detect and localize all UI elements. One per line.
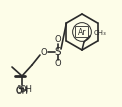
- Text: O: O: [55, 36, 61, 45]
- Text: O: O: [41, 48, 47, 56]
- Text: OH: OH: [19, 85, 32, 94]
- FancyBboxPatch shape: [76, 27, 88, 37]
- Text: Ar: Ar: [78, 27, 86, 36]
- Text: OH: OH: [15, 86, 29, 96]
- Text: S: S: [55, 47, 61, 57]
- Text: CH₃: CH₃: [94, 30, 107, 36]
- Text: O: O: [55, 59, 61, 68]
- Text: ŌH: ŌH: [15, 86, 29, 95]
